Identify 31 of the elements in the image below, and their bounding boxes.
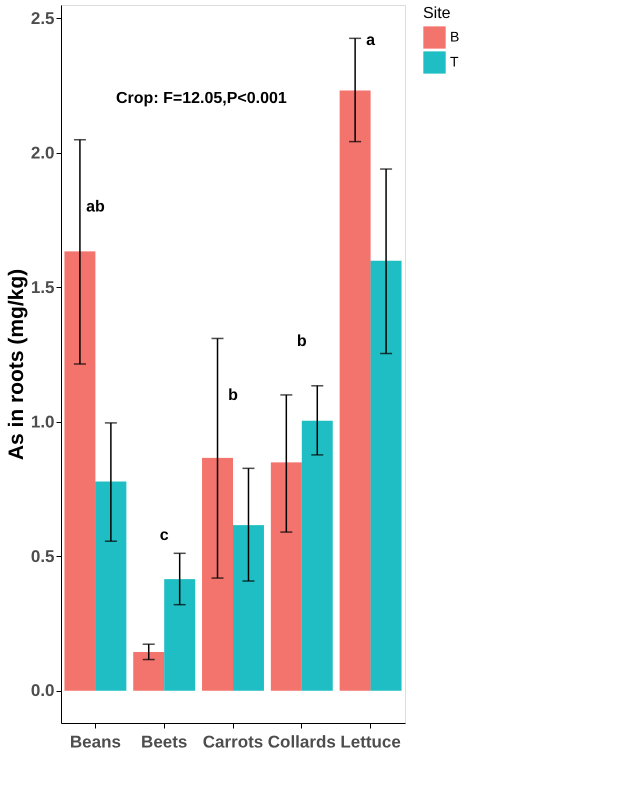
y-tick-label: 1.5 — [30, 278, 54, 297]
annotation: ab — [86, 198, 105, 216]
y-tick-label: 2.5 — [30, 8, 54, 28]
bar — [202, 458, 233, 691]
annotation: b — [296, 333, 307, 350]
bar — [64, 251, 96, 691]
y-tick-label: 0.5 — [30, 546, 54, 566]
x-tick-label: Beets — [141, 732, 188, 752]
bar — [164, 579, 196, 691]
bar — [95, 482, 126, 691]
bar — [370, 260, 402, 691]
annotation: Crop: F=12.05,P<0.001 — [116, 90, 287, 107]
x-tick-label: Beans — [70, 732, 121, 752]
y-tick-label: 0.0 — [30, 681, 54, 700]
legend-title: Site — [423, 5, 451, 22]
bar — [233, 525, 264, 691]
y-axis-title: As in roots (mg/kg) — [4, 268, 28, 460]
annotation: a — [366, 32, 376, 49]
y-tick-label: 1.0 — [30, 412, 54, 432]
x-tick-label: Lettuce — [340, 732, 401, 752]
x-tick-label: Carrots — [202, 732, 264, 752]
annotation: b — [228, 386, 238, 404]
y-tick-label: 2.0 — [30, 143, 54, 162]
legend-label: B — [450, 28, 460, 44]
legend-label: T — [450, 54, 459, 70]
x-tick-label: Collards — [268, 732, 336, 752]
bar — [302, 420, 333, 691]
bar — [270, 462, 302, 691]
bar — [340, 90, 371, 691]
bar — [133, 652, 164, 691]
annotation: c — [160, 526, 169, 544]
